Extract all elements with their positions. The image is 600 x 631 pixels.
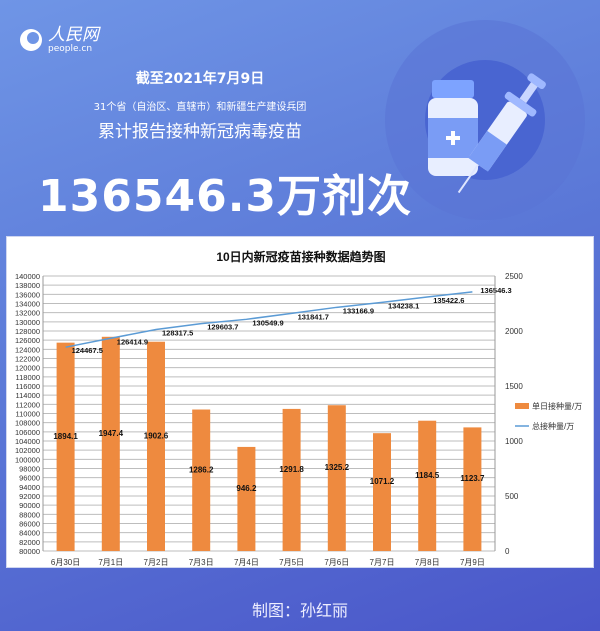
category-label: 7月5日 [279,558,304,567]
left-tick-label: 110000 [16,410,40,419]
logo-icon [20,29,42,51]
left-tick-label: 136000 [15,290,40,299]
right-tick-label: 2000 [505,327,523,336]
subtitle-regions: 31个省（自治区、直辖市）和新疆生产建设兵团 [93,102,307,113]
bar [373,433,391,551]
category-label: 7月3日 [189,558,214,567]
bar-data-label: 1184.5 [415,471,440,480]
left-tick-label: 98000 [19,465,40,474]
bar [237,446,256,551]
date-heading: 截至2021年7月9日 [135,71,265,87]
bar [327,405,346,551]
line-data-label: 135422.6 [433,296,464,305]
total-line [65,291,473,348]
line-data-label: 129603.7 [207,323,238,332]
line-data-label: 131841.7 [298,312,329,321]
category-label: 6月30日 [51,558,80,567]
left-tick-label: 88000 [19,510,40,519]
category-label: 7月8日 [415,558,440,567]
credit: 制图：孙红丽 [251,601,348,620]
left-tick-label: 116000 [16,382,40,391]
chart-panel: 10日内新冠疫苗接种数据趋势图 1894.1 1947.4 1902.6 1286.2… [6,236,594,568]
left-tick-label: 102000 [15,446,40,455]
line-data-label: 136546.3 [480,286,511,295]
left-tick-label: 108000 [15,419,40,428]
left-tick-label: 122000 [15,355,40,364]
left-tick-label: 86000 [19,520,40,529]
line-data-label: 133166.9 [343,306,374,315]
left-tick-label: 104000 [15,437,40,446]
bar [56,342,75,551]
category-label: 7月6日 [324,558,349,567]
bar-data-label: 1902.6 [144,431,169,440]
line-data-label: 134238.1 [388,301,419,310]
vial-icon [428,80,478,176]
bar-data-label: 1325.2 [325,463,350,472]
right-tick-label: 1000 [505,437,523,446]
left-tick-label: 124000 [15,345,40,354]
right-tick-label: 1500 [505,382,523,391]
people-logo: 人民网 people.cn [18,26,99,54]
bar [192,409,211,551]
left-tick-label: 114000 [16,391,40,400]
left-tick-label: 90000 [19,501,40,510]
left-tick-label: 106000 [15,428,40,437]
left-tick-label: 82000 [19,538,40,547]
left-tick-label: 100000 [15,455,40,464]
left-tick-label: 134000 [15,300,40,309]
vaccine-illustration [385,20,585,220]
bar [101,336,120,551]
legend-label-total: 总接种量/万 [532,421,574,431]
left-tick-label: 140000 [15,272,40,281]
line-data-label: 126414.9 [117,337,148,346]
right-tick-label: 500 [505,492,519,501]
right-tick-label: 2500 [505,272,523,281]
bar-data-label: 1071.2 [370,477,395,486]
bar-data-label: 1947.4 [99,429,124,438]
line-data-label: 130549.9 [252,318,283,327]
left-tick-label: 132000 [15,309,40,318]
left-tick-label: 96000 [19,474,40,483]
left-tick-label: 130000 [15,318,40,327]
syringe-icon [457,73,546,194]
bar-data-label: 1894.1 [53,432,78,441]
left-tick-label: 128000 [15,327,40,336]
vaccination-chart: 10日内新冠疫苗接种数据趋势图 1894.1 1947.4 1902.6 1286.2… [15,249,582,567]
left-tick-label: 84000 [19,529,40,538]
category-label: 7月4日 [234,558,259,567]
category-label: 7月1日 [98,558,123,567]
total-doses: 136546.3万剂次 [38,171,413,222]
bar [282,408,301,551]
category-label: 7月9日 [460,558,485,567]
left-tick-label: 92000 [19,492,40,501]
logo-name: 人民网 [48,25,99,45]
category-label: 7月7日 [370,558,395,567]
left-tick-label: 120000 [15,364,40,373]
right-tick-label: 0 [505,547,510,556]
subtitle-cumulative: 累计报告接种新冠病毒疫苗 [98,122,302,142]
bar-data-label: 946.2 [236,484,257,493]
legend-label-daily: 单日接种量/万 [532,401,582,411]
bar-data-label: 1286.2 [189,465,214,474]
chart-title: 10日内新冠疫苗接种数据趋势图 [216,249,385,264]
left-tick-label: 126000 [15,336,40,345]
left-tick-label: 80000 [19,547,40,556]
left-tick-label: 94000 [19,483,40,492]
bar-data-label: 1123.7 [460,474,485,483]
category-label: 7月2日 [144,558,169,567]
left-tick-label: 118000 [16,373,40,382]
line-data-label: 124467.5 [72,346,103,355]
bar [418,420,437,551]
bar [147,341,165,551]
left-tick-label: 138000 [15,281,40,290]
logo-url: people.cn [48,44,93,54]
bar-data-label: 1291.8 [279,465,304,474]
legend-swatch-bar [515,403,529,409]
line-data-label: 128317.5 [162,329,193,338]
left-tick-label: 112000 [16,400,40,409]
bar [463,427,482,551]
